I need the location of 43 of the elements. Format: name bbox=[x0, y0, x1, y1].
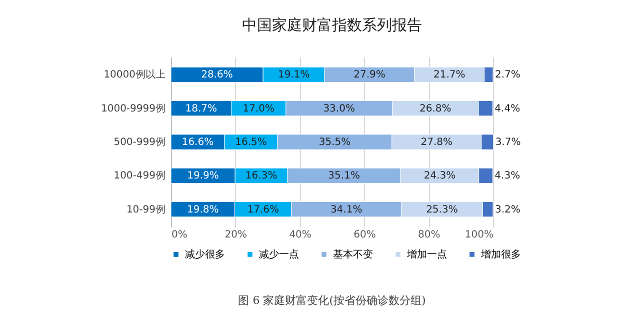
data-label: 3.2% bbox=[495, 204, 520, 216]
chart-title: 中国家庭财富指数系列报告 bbox=[242, 16, 422, 34]
data-label: 21.7% bbox=[433, 70, 466, 81]
data-label: 25.3% bbox=[426, 204, 458, 216]
data-label: 24.3% bbox=[424, 170, 456, 182]
y-tick-label: 500-999例 bbox=[114, 137, 166, 148]
caption: 图 6 家庭财富变化(按省份确诊数分组) bbox=[238, 294, 426, 307]
legend-label: 减少一点 bbox=[259, 248, 299, 260]
x-tick-label: 80% bbox=[418, 230, 440, 240]
data-label: 19.1% bbox=[278, 70, 310, 81]
x-tick-label: 100% bbox=[464, 230, 494, 240]
y-tick-label: 10-99例 bbox=[126, 204, 166, 216]
data-label: 27.8% bbox=[420, 137, 453, 148]
data-label: 16.6% bbox=[182, 137, 214, 148]
data-label: 19.9% bbox=[187, 170, 219, 182]
data-label: 3.7% bbox=[495, 137, 521, 148]
data-label: 16.3% bbox=[245, 170, 278, 182]
y-tick-label: 100-499例 bbox=[114, 170, 166, 182]
y-tick-label: 1000-9999例 bbox=[100, 103, 166, 114]
data-label: 34.1% bbox=[330, 204, 362, 216]
data-label: 33.0% bbox=[323, 103, 355, 114]
data-label: 35.5% bbox=[318, 137, 351, 148]
data-label: 35.1% bbox=[328, 170, 360, 182]
y-tick-label: 10000例以上 bbox=[104, 68, 166, 81]
data-label: 19.8% bbox=[186, 204, 219, 216]
data-label: 4.3% bbox=[494, 170, 520, 182]
legend-label: 减少很多 bbox=[185, 248, 225, 260]
data-label: 17.6% bbox=[247, 204, 279, 216]
data-label: 2.7% bbox=[495, 70, 520, 81]
legend-label: 增加一点 bbox=[406, 248, 447, 260]
legend-label: 增加很多 bbox=[480, 248, 521, 260]
x-tick-label: 40% bbox=[289, 230, 312, 240]
data-label: 28.6% bbox=[201, 70, 233, 81]
data-label: 27.9% bbox=[354, 70, 386, 81]
data-label: 17.0% bbox=[242, 103, 274, 114]
data-label: 26.8% bbox=[419, 103, 452, 114]
legend-label: 基本不变 bbox=[333, 248, 373, 260]
x-tick-label: 0% bbox=[172, 230, 188, 240]
x-tick-label: 20% bbox=[224, 230, 248, 240]
x-tick-label: 60% bbox=[354, 230, 376, 240]
data-label: 16.5% bbox=[235, 137, 267, 148]
data-label: 4.4% bbox=[494, 103, 520, 114]
data-label: 18.7% bbox=[185, 103, 217, 114]
